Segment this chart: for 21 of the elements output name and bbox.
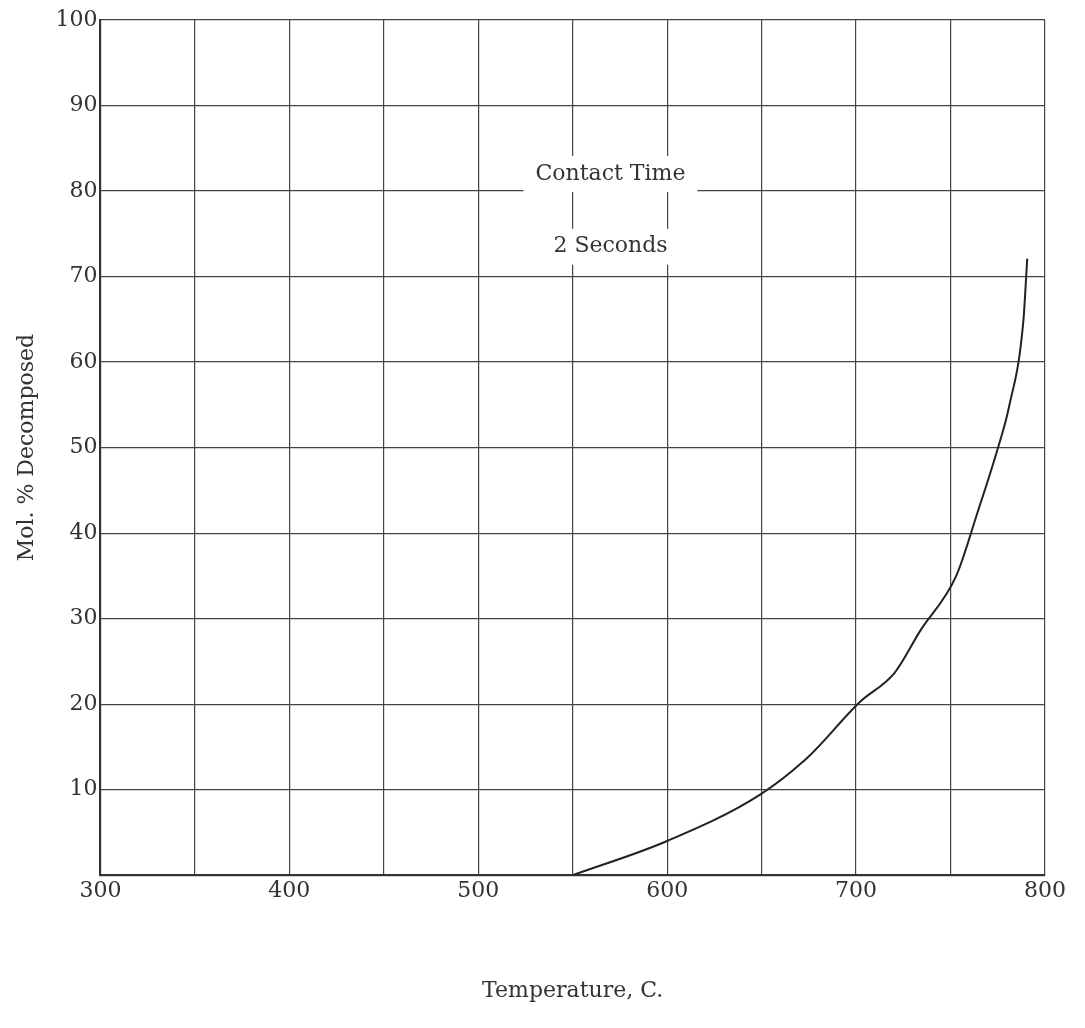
y-tick-label: 60 xyxy=(69,347,98,373)
x-tick-label: 300 xyxy=(79,877,122,903)
y-tick-label: 90 xyxy=(69,91,98,117)
y-tick-label: 50 xyxy=(69,433,98,459)
x-axis-title: Temperature, C. xyxy=(482,976,664,1002)
annotation: 2 Seconds xyxy=(553,232,668,258)
x-tick-label: 500 xyxy=(457,877,500,903)
line-series xyxy=(571,257,1029,876)
x-tick-label: 400 xyxy=(268,877,311,903)
annotation: Contact Time xyxy=(535,159,686,185)
x-tick-label: 800 xyxy=(1024,877,1066,903)
y-tick-label: 20 xyxy=(69,689,98,715)
y-tick-label: 80 xyxy=(69,176,98,202)
y-tick-label: 70 xyxy=(69,262,98,288)
y-tick-label: 40 xyxy=(69,518,98,544)
x-tick-label: 600 xyxy=(646,877,689,903)
y-tick-label: 10 xyxy=(69,775,98,801)
y-tick-label: 30 xyxy=(69,604,98,630)
y-axis-title: Mol. % Decomposed xyxy=(12,333,38,562)
x-tick-label: 700 xyxy=(835,877,878,903)
y-tick-label: 100 xyxy=(55,5,98,31)
